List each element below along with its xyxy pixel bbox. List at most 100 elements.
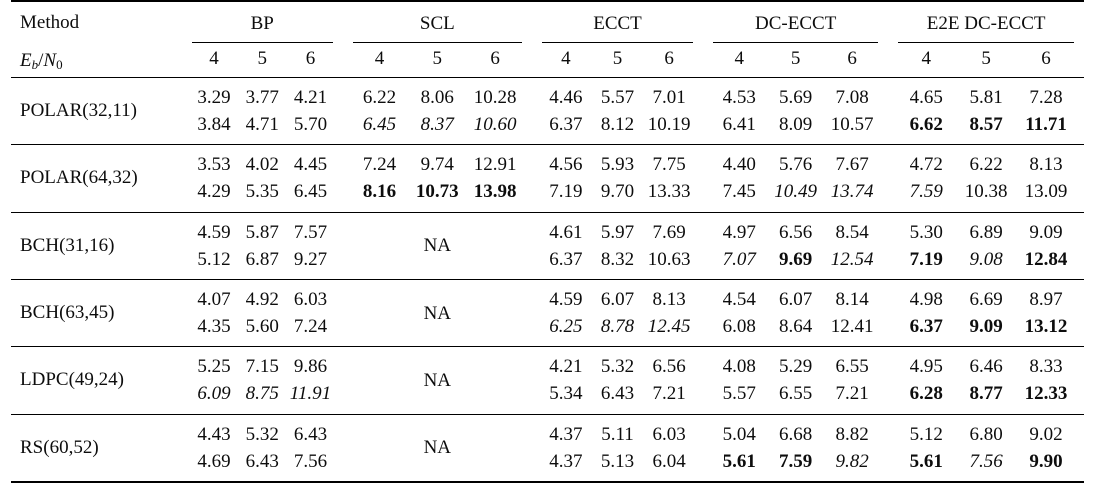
metric-value: 5.35 <box>245 181 279 203</box>
metric-value: 6.56 <box>652 356 686 378</box>
results-table: Method BP SCL ECCT DC-ECCT E2E DC-ECCT Eb/N0… <box>11 0 1084 483</box>
metric-value: 10.63 <box>647 248 691 270</box>
metric-value: 6.68 <box>779 423 813 445</box>
metric-value: 10.73 <box>415 181 459 203</box>
column-group-header-dc-ecct: DC-ECCT <box>703 1 888 44</box>
value-line: 4.35 5.60 7.24 <box>190 313 335 340</box>
value-line: 4.69 6.43 7.56 <box>190 448 335 475</box>
metric-value: 11.71 <box>1025 114 1067 136</box>
metric-value: 6.22 <box>969 154 1003 176</box>
value-line: 4.72 6.22 8.13 <box>896 151 1076 178</box>
result-cell: 4.72 6.22 8.13 7.59 10.38 13.09 <box>888 144 1084 213</box>
metric-value: 6.28 <box>909 383 943 405</box>
metric-value: 8.13 <box>652 289 686 311</box>
metric-value: 7.75 <box>652 154 686 176</box>
snr-values-header-e2e-dc-ecct: 4 5 6 <box>888 44 1084 78</box>
snr-value: 6 <box>664 47 674 69</box>
metric-value: 3.77 <box>245 87 279 109</box>
snr-value: 6 <box>305 47 316 69</box>
result-cell: 4.56 5.93 7.75 7.19 9.70 13.33 <box>532 144 703 213</box>
metric-value: 8.82 <box>835 423 869 445</box>
metric-value: 7.56 <box>969 450 1003 472</box>
value-line: 4.56 5.93 7.75 <box>540 151 695 178</box>
value-line: 6.37 9.09 13.12 <box>896 313 1076 340</box>
value-line: 4.37 5.13 6.04 <box>540 448 695 475</box>
metric-value: 7.21 <box>835 383 869 405</box>
metric-value: 7.07 <box>722 248 756 270</box>
result-cell: 4.40 5.76 7.67 7.45 10.49 13.74 <box>702 144 889 213</box>
result-cell: 5.25 7.15 9.86 6.09 8.75 11.91 <box>181 346 343 415</box>
result-cell: NA <box>342 212 533 280</box>
table-row: BCH(63,45) 4.07 4.92 6.03 4.35 5.60 7.24 NA 4.59… <box>11 279 1084 348</box>
metric-value: 5.70 <box>293 114 328 136</box>
metric-value: 4.69 <box>197 450 231 472</box>
metric-value: 4.35 <box>197 316 231 338</box>
metric-value: 4.21 <box>549 356 583 378</box>
method-cell: BCH(31,16) <box>11 212 182 280</box>
metric-value: 4.61 <box>549 221 583 243</box>
snr-subscript-0: 0 <box>56 56 63 72</box>
metric-value: 5.04 <box>722 423 756 445</box>
value-line: 4.97 6.56 8.54 <box>711 219 880 246</box>
metric-value: 5.97 <box>600 221 635 243</box>
snr-value: 6 <box>1041 47 1051 69</box>
metric-value: 7.08 <box>835 87 869 109</box>
value-line: 5.61 7.59 9.82 <box>711 448 880 475</box>
metric-value: 6.69 <box>969 289 1003 311</box>
result-cell: 3.29 3.77 4.21 3.84 4.71 5.70 <box>181 77 343 146</box>
metric-value: 8.64 <box>779 316 813 338</box>
column-group-header-ecct: ECCT <box>532 1 703 44</box>
metric-value: 7.28 <box>1029 87 1063 109</box>
metric-value: 6.37 <box>549 248 583 270</box>
metric-value: 7.69 <box>652 221 686 243</box>
result-cell: 5.12 6.80 9.02 5.61 7.56 9.90 <box>888 414 1084 482</box>
value-line: 6.41 8.09 10.57 <box>711 111 880 138</box>
value-line: 6.25 8.78 12.45 <box>540 313 695 340</box>
metric-value: 7.19 <box>549 181 583 203</box>
snr-values-header-bp: 4 5 6 <box>181 44 343 78</box>
value-line: 4.46 5.57 7.01 <box>540 84 695 111</box>
result-cell: 4.95 6.46 8.33 6.28 8.77 12.33 <box>888 346 1084 415</box>
metric-value: 10.49 <box>774 181 818 203</box>
metric-value: 6.55 <box>835 356 869 378</box>
metric-value: 9.27 <box>293 248 328 270</box>
result-cell: 4.07 4.92 6.03 4.35 5.60 7.24 <box>181 279 343 348</box>
metric-value: 4.02 <box>245 154 279 176</box>
metric-value: 11.91 <box>289 383 332 405</box>
snr-values-row: 4 5 6 <box>351 46 524 76</box>
metric-value: 6.37 <box>549 114 583 136</box>
metric-value: 3.29 <box>197 87 231 109</box>
snr-values-header-scl: 4 5 6 <box>342 44 533 78</box>
metric-value: 12.41 <box>830 316 874 338</box>
metric-value: 9.08 <box>969 248 1003 270</box>
snr-subscript-b: b <box>31 56 39 72</box>
snr-value: 5 <box>790 47 801 69</box>
value-line: 4.59 5.87 7.57 <box>190 219 335 246</box>
metric-value: 9.90 <box>1029 450 1063 472</box>
table-row: POLAR(64,32) 3.53 4.02 4.45 4.29 5.35 6.45 7.24… <box>11 144 1084 213</box>
metric-value: 4.29 <box>197 181 231 203</box>
metric-value: 7.01 <box>652 87 686 109</box>
metric-value: 13.33 <box>647 181 691 203</box>
snr-slash: / <box>38 49 44 71</box>
result-cell: 4.21 5.32 6.56 5.34 6.43 7.21 <box>532 346 703 415</box>
column-group-label: DC-ECCT <box>712 13 879 43</box>
metric-value: 12.33 <box>1024 383 1068 405</box>
metric-value: 10.19 <box>647 114 691 136</box>
value-line: 7.19 9.08 12.84 <box>896 246 1076 273</box>
metric-value: 4.37 <box>549 423 583 445</box>
value-line: 8.16 10.73 13.98 <box>351 178 524 205</box>
method-cell: POLAR(64,32) <box>11 144 182 213</box>
metric-value: 9.86 <box>293 356 328 378</box>
value-line: 3.84 4.71 5.70 <box>190 111 335 138</box>
column-group-label: ECCT <box>542 13 693 43</box>
metric-value: 6.62 <box>909 114 943 136</box>
metric-value: 7.56 <box>293 450 328 472</box>
metric-value: 7.59 <box>909 181 943 203</box>
metric-value: 4.56 <box>549 154 583 176</box>
metric-value: 6.45 <box>293 181 328 203</box>
snr-value: 5 <box>432 47 443 69</box>
metric-value: 6.43 <box>293 423 328 445</box>
metric-value: 5.61 <box>722 450 756 472</box>
